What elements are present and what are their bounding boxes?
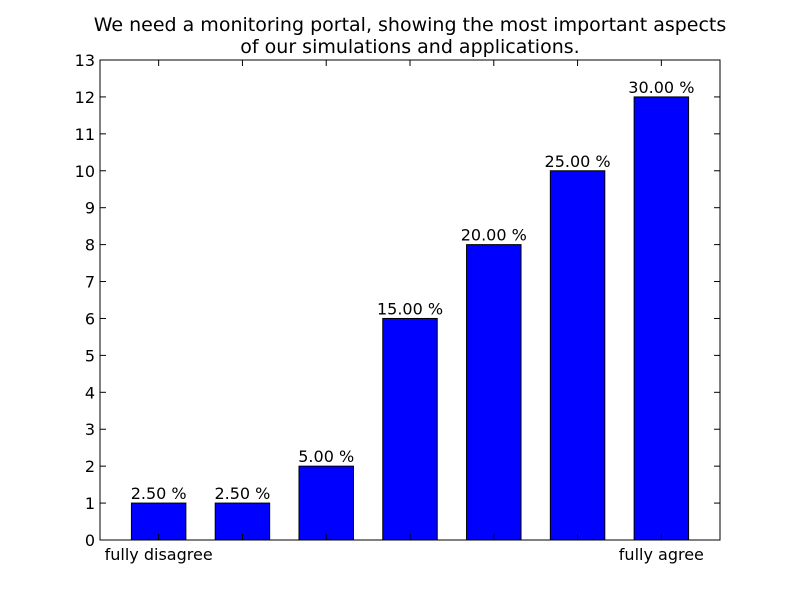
bar-data-label: 25.00 % [545, 152, 611, 171]
y-tick-label: 4 [85, 383, 95, 402]
bar [130, 502, 187, 541]
y-tick-label: 6 [85, 309, 95, 328]
bar [633, 96, 690, 541]
y-tick-label: 10 [75, 162, 95, 181]
y-tick-label: 13 [75, 51, 95, 70]
y-tick-label: 12 [75, 88, 95, 107]
bar-data-label: 5.00 % [298, 447, 354, 466]
x-axis-ticks: fully disagree fully agree [105, 60, 704, 564]
plot-frame [99, 59, 721, 541]
bar [382, 317, 438, 541]
bar-labels-group: 2.50 % 2.50 % 5.00 % 15.00 % 20.00 % 25.00 % 3… [131, 78, 695, 503]
bar [466, 244, 522, 541]
bar-data-label: 30.00 % [628, 78, 694, 97]
chart-title-line-2: of our simulations and applications. [240, 36, 579, 58]
bar-data-label: 20.00 % [461, 226, 527, 245]
bar-data-label: 2.50 % [214, 484, 270, 503]
x-tick-label: fully disagree [105, 545, 213, 564]
y-tick-label: 3 [85, 420, 95, 439]
y-tick-label: 1 [85, 494, 95, 513]
bar [214, 502, 271, 541]
y-tick-label: 7 [85, 273, 95, 292]
y-tick-label: 11 [75, 125, 95, 144]
y-tick-label: 8 [85, 236, 95, 255]
bars-group [130, 96, 690, 541]
y-tick-label: 0 [85, 531, 95, 550]
x-tick-label: fully agree [619, 545, 704, 564]
y-tick-label: 5 [85, 346, 95, 365]
bar [549, 170, 606, 541]
bar-data-label: 2.50 % [131, 484, 187, 503]
bar-data-label: 15.00 % [377, 299, 443, 318]
chart-title-line-1: We need a monitoring portal, showing the… [94, 14, 727, 36]
bar [298, 465, 354, 541]
y-tick-label: 2 [85, 457, 95, 476]
y-tick-label: 9 [85, 199, 95, 218]
